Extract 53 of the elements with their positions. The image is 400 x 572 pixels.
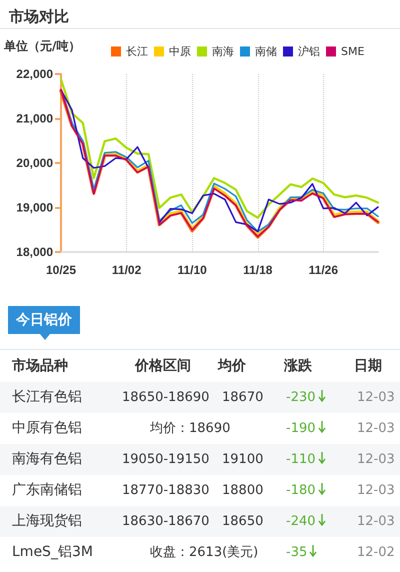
text: -230 — [286, 390, 316, 405]
text: 18630-18670 — [122, 514, 210, 529]
y-tick-label: 22,000 — [16, 67, 54, 81]
category-label: 上海现货铝 — [12, 513, 82, 529]
text: -190 — [286, 421, 316, 436]
line-series — [60, 78, 380, 219]
chart-title: 市场对比 — [8, 8, 69, 26]
text: -240 — [286, 514, 316, 529]
text: 12-02 — [357, 545, 395, 560]
text: 19100 — [222, 452, 264, 467]
category-label: 南海有色铝 — [12, 451, 82, 467]
category-label: 广东南储铝 — [12, 482, 82, 498]
text: 18770-18830 — [122, 483, 210, 498]
legend-label: 中原 — [169, 45, 191, 58]
y-tick-label: 21,000 — [16, 112, 54, 126]
y-axis-title: 单位（元/吨） — [3, 39, 80, 53]
text: -180 — [286, 483, 316, 498]
legend-label: SME — [341, 45, 364, 58]
text: 今日铝价 — [8, 306, 80, 334]
category-label: 价格区间 — [135, 357, 191, 376]
text: 12-03 — [357, 514, 395, 529]
text: 均价：18690 — [150, 421, 230, 436]
category-label: 均价 — [218, 357, 246, 376]
text: 收盘：2613(美元) — [150, 545, 258, 560]
x-tick-label: 11/10 — [177, 263, 208, 277]
text: 12-03 — [357, 483, 395, 498]
text: 18670 — [222, 390, 264, 405]
legend-label: 南海 — [212, 45, 234, 58]
category-label: 长江有色铝 — [12, 389, 82, 405]
text: 18800 — [222, 483, 264, 498]
text: 18650 — [222, 514, 264, 529]
legend-label: 长江 — [126, 45, 148, 58]
category-label: 中原有色铝 — [12, 420, 82, 436]
text: -35 — [286, 545, 308, 560]
x-tick-label: 11/02 — [112, 263, 142, 277]
x-tick-label: 10/25 — [46, 263, 76, 277]
category-label: 涨跌 — [284, 357, 312, 376]
x-tick-label: 11/18 — [243, 263, 273, 277]
y-tick-label: 20,000 — [16, 156, 54, 170]
legend-label: 南储 — [255, 45, 277, 58]
category-label: 日期 — [354, 357, 382, 376]
x-tick-label: 11/26 — [308, 263, 338, 277]
text: 19050-19150 — [122, 452, 210, 467]
category-label: 市场品种 — [12, 356, 68, 376]
text: 12-03 — [357, 421, 395, 436]
category-label: LmeS_铝3M — [12, 544, 93, 560]
text: -110 — [286, 452, 316, 467]
y-tick-label: 19,000 — [16, 200, 54, 214]
text: 12-03 — [357, 452, 395, 467]
text: 12-03 — [357, 390, 395, 405]
text: 18650-18690 — [122, 390, 210, 405]
legend-label: 沪铝 — [298, 45, 320, 58]
y-tick-label: 18,000 — [16, 245, 54, 259]
